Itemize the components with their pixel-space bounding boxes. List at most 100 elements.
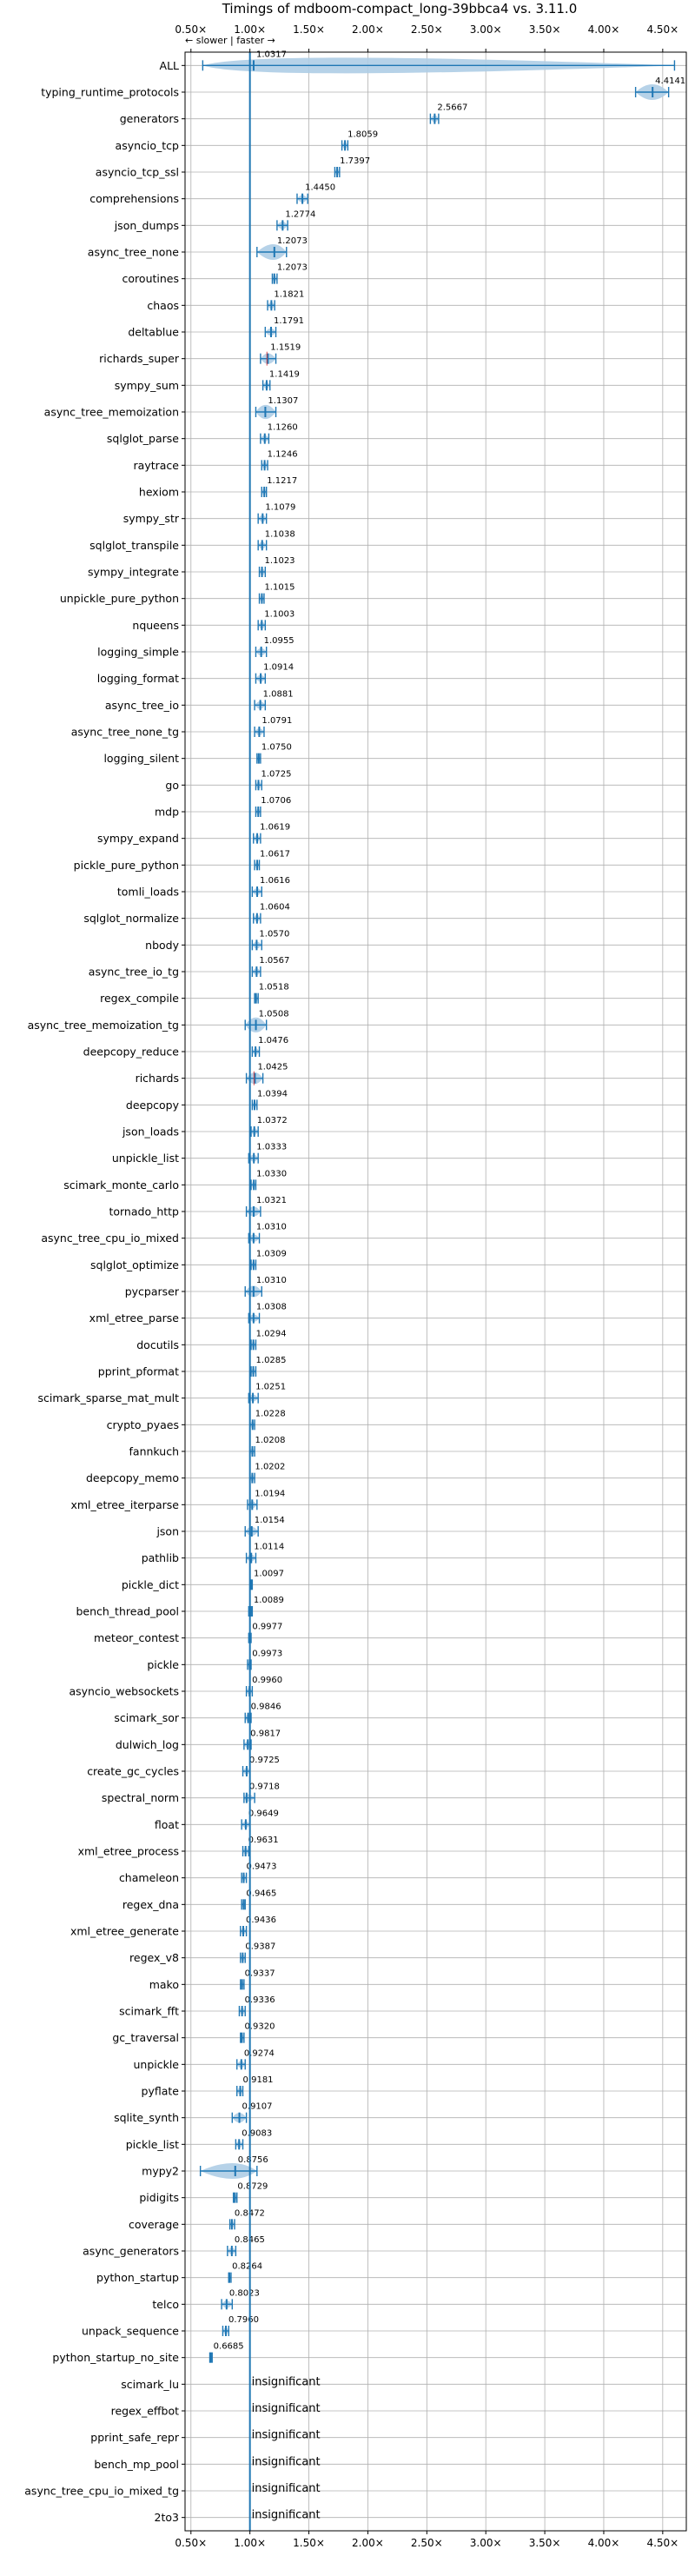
row-label: regex_effbot	[111, 2405, 179, 2418]
insignificant-label: insignificant	[252, 2375, 321, 2388]
value-annotation: 1.1217	[267, 476, 297, 486]
row-label: telco	[152, 2298, 179, 2311]
row-label: async_tree_memoization	[44, 406, 179, 419]
row-label: scimark_sparse_mat_mult	[38, 1391, 180, 1404]
value-annotation: 1.0706	[261, 796, 291, 806]
value-annotation: 0.7960	[228, 2315, 259, 2325]
value-annotation: 1.0394	[257, 1089, 288, 1099]
value-annotation: 1.0617	[260, 849, 290, 859]
row-label: mypy2	[142, 2165, 179, 2178]
top-tick-label: 0.50×	[175, 23, 207, 36]
row-label: pickle_list	[126, 2138, 179, 2151]
row-label: sqlglot_parse	[107, 432, 179, 445]
value-annotation: 1.1246	[268, 449, 298, 459]
value-annotation: 1.0791	[261, 716, 292, 726]
row-label: logging_format	[97, 672, 179, 685]
row-label: go	[165, 779, 179, 792]
row-label: scimark_fft	[119, 2005, 179, 2018]
row-label: typing_runtime_protocols	[41, 86, 179, 99]
bottom-tick-label: 0.50×	[175, 2537, 207, 2549]
row-label: pycparser	[125, 1285, 180, 1298]
row-label: nbody	[145, 939, 179, 952]
row-label: async_generators	[83, 2245, 179, 2258]
value-annotation: 1.0570	[259, 929, 289, 939]
value-annotation: 1.2073	[277, 236, 308, 246]
value-annotation: 1.0914	[263, 663, 294, 673]
row-label: hexiom	[139, 486, 179, 499]
row-label: unpickle_list	[112, 1152, 179, 1165]
value-annotation: 1.0567	[259, 956, 289, 966]
row-label: pickle_pure_python	[74, 859, 179, 872]
row-label: bench_mp_pool	[94, 2458, 179, 2471]
row-label: richards_super	[99, 352, 180, 365]
row-label: meteor_contest	[94, 1631, 179, 1644]
value-annotation: 1.0476	[258, 1036, 288, 1046]
bottom-tick-label: 1.50×	[293, 2537, 325, 2549]
row-label: python_startup_no_site	[52, 2351, 179, 2364]
value-annotation: 1.1079	[265, 503, 295, 513]
row-label: deepcopy_memo	[86, 1471, 179, 1484]
value-annotation: 0.8023	[229, 2288, 260, 2298]
top-tick-label: 1.00×	[234, 23, 266, 36]
value-annotation: 1.0310	[256, 1223, 287, 1232]
value-annotation: 0.9817	[250, 1729, 281, 1738]
row-label: pickle	[147, 1658, 179, 1671]
row-label: pprint_safe_repr	[90, 2431, 180, 2444]
row-label: sqlglot_optimize	[90, 1258, 179, 1271]
value-annotation: 1.0317	[256, 50, 287, 59]
chart-title: Timings of mdboom-compact_long-39bbca4 v…	[222, 1, 578, 17]
row-label: fannkuch	[129, 1445, 179, 1458]
value-annotation: 1.0321	[256, 1196, 287, 1205]
row-label: tomli_loads	[117, 886, 179, 899]
value-annotation: 1.0518	[259, 983, 289, 993]
row-label: async_tree_io_tg	[89, 966, 179, 979]
bottom-tick-label: 3.00×	[470, 2537, 502, 2549]
row-label: sympy_expand	[97, 832, 179, 845]
value-annotation: 0.9181	[243, 2075, 274, 2085]
value-annotation: 1.1015	[264, 583, 295, 593]
value-annotation: 0.9274	[244, 2048, 275, 2058]
value-annotation: 1.0097	[254, 1569, 284, 1578]
row-label: xml_etree_generate	[70, 1925, 179, 1938]
row-label: ALL	[160, 59, 180, 72]
value-annotation: 1.0955	[264, 636, 295, 646]
data-marks: 1.0317 4.4141 2.5667 1.8059 1.7397 1.4450 1.27…	[199, 50, 685, 2531]
axis-ticks: 0.50× 0.50× 1.00× 1.00× 1.50× 1.50× 2.00× 2.00×…	[175, 23, 678, 2549]
value-annotation: 1.0228	[255, 1409, 286, 1418]
row-label: logging_silent	[103, 752, 179, 765]
value-annotation: 1.7397	[340, 156, 370, 166]
value-annotation: 1.0294	[256, 1329, 287, 1338]
row-label: regex_v8	[129, 1951, 179, 1964]
row-label: unpickle	[133, 2058, 179, 2071]
row-label: crypto_pyaes	[107, 1418, 179, 1431]
top-tick-label: 4.50×	[646, 23, 678, 36]
grid-layer	[185, 52, 686, 2531]
row-label: unpack_sequence	[82, 2325, 179, 2338]
row-label: comprehensions	[89, 192, 179, 205]
row-label: spectral_norm	[102, 1791, 179, 1804]
bottom-tick-label: 4.50×	[646, 2537, 678, 2549]
row-label: async_tree_cpu_io_mixed_tg	[24, 2485, 179, 2498]
value-annotation: 1.1260	[268, 423, 298, 433]
value-annotation: 1.0208	[255, 1436, 285, 1445]
row-label: regex_compile	[100, 992, 179, 1005]
value-annotation: 1.0881	[263, 689, 294, 699]
value-annotation: 0.9320	[244, 2022, 275, 2032]
value-annotation: 0.9336	[245, 1995, 275, 2005]
value-annotation: 4.4141	[655, 76, 685, 86]
value-annotation: 1.1003	[264, 609, 295, 619]
bottom-tick-label: 2.50×	[411, 2537, 443, 2549]
value-annotation: 1.1307	[268, 396, 298, 406]
row-label: async_tree_memoization_tg	[28, 1019, 179, 1032]
top-tick-label: 2.00×	[352, 23, 384, 36]
row-label: docutils	[136, 1338, 179, 1351]
row-label: async_tree_none_tg	[71, 726, 179, 739]
value-annotation: 1.0089	[254, 1596, 284, 1605]
value-annotation: 0.9083	[242, 2128, 272, 2138]
value-annotation: 1.8059	[348, 129, 378, 139]
row-label: async_tree_cpu_io_mixed	[41, 1232, 179, 1245]
value-annotation: 1.0616	[260, 876, 290, 886]
value-annotation: 0.9387	[245, 1942, 275, 1952]
